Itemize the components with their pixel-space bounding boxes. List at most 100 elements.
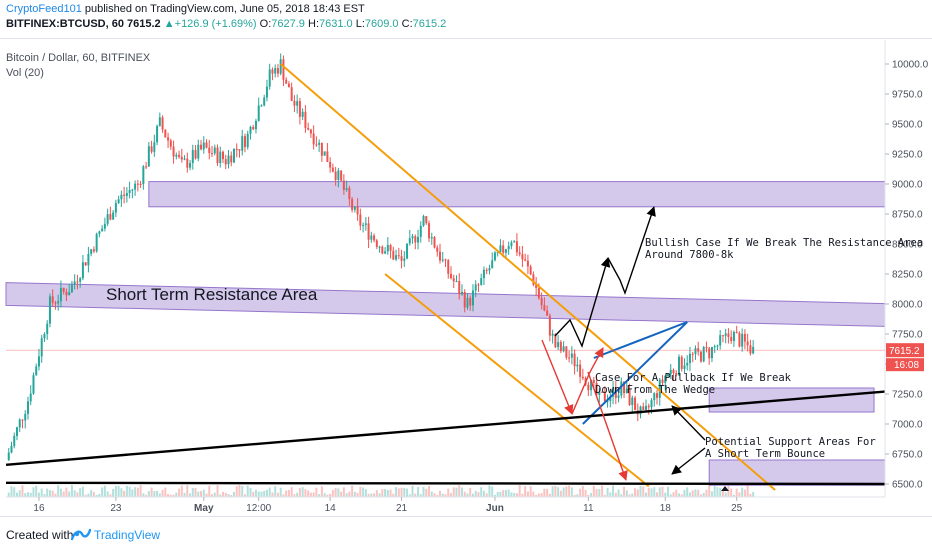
candle-body (43, 334, 46, 339)
candle-body (29, 393, 32, 402)
volume-bar (699, 494, 702, 497)
volume-bar (76, 492, 79, 497)
volume-bar (570, 487, 573, 497)
candle-body (642, 406, 645, 410)
volume-bar (551, 486, 554, 497)
author-link[interactable]: CryptoFeed101 (6, 3, 82, 15)
candle-body (559, 341, 562, 352)
candle-body (123, 194, 126, 196)
candle-body (590, 380, 593, 391)
volume-bar (197, 491, 200, 497)
candle-body (609, 396, 612, 402)
candle-body (702, 347, 705, 362)
y-tick-label-0: 10000.0 (892, 60, 929, 71)
volume-bar (202, 489, 205, 497)
volume-bar (389, 489, 392, 497)
candle-body (672, 369, 675, 374)
candle-body (312, 133, 315, 145)
candle-body (480, 278, 483, 285)
candle-body (186, 158, 189, 168)
candle-body (375, 240, 378, 247)
price-chart[interactable]: 10000.0 9750.0 9500.0 9250.0 9000.0 8750.0 850… (0, 0, 932, 516)
volume-bar (46, 488, 49, 497)
y-tick-label-8: 8000.0 (892, 300, 923, 311)
candle-body (422, 216, 425, 226)
volume-bar (428, 485, 431, 497)
candle-body (463, 292, 466, 308)
tradingview-brand-link[interactable]: TradingView (94, 528, 161, 542)
volume-bar (296, 492, 299, 497)
candle-body (598, 391, 601, 395)
volume-bar (713, 485, 716, 497)
candle-body (732, 331, 735, 341)
candle-body (699, 351, 702, 362)
candle-body (645, 405, 648, 410)
volume-bar (271, 492, 274, 497)
candle-body (222, 151, 225, 160)
candle-body (631, 397, 634, 406)
volume-bar (37, 492, 40, 497)
candle-body (417, 236, 420, 243)
pullback-arrow-1 (541, 339, 574, 415)
volume-bar (101, 487, 104, 497)
candle-body (617, 395, 620, 398)
volume-bar (730, 488, 733, 497)
candle-body (449, 273, 452, 279)
created-with-label: Created with (6, 528, 74, 542)
tradingview-logo-icon[interactable] (71, 527, 91, 541)
volume-bar (493, 494, 496, 497)
candle-body (650, 400, 653, 408)
volume-bar (224, 492, 227, 497)
volume-bar (738, 492, 741, 497)
candle-body (125, 193, 128, 196)
candle-body (202, 142, 205, 150)
volume-bar (590, 492, 593, 497)
candle-body (106, 214, 109, 224)
candle-body (364, 223, 367, 225)
volume-bar (518, 485, 521, 497)
volume-bar (584, 489, 587, 497)
volume-bar (158, 493, 161, 497)
x-tick-label-7: 11 (583, 503, 594, 514)
volume-bar (142, 493, 145, 497)
candle-body (493, 252, 496, 261)
candle-body (386, 245, 389, 252)
candle-body (373, 235, 376, 241)
candle-body (301, 111, 304, 117)
candle-body (139, 183, 142, 185)
volume-bar (598, 489, 601, 497)
volume-bar (653, 487, 656, 497)
volume-bar (15, 492, 18, 497)
volume-bar (526, 491, 529, 497)
volume-bar (356, 492, 359, 497)
candle-body (526, 260, 529, 267)
volume-bar (40, 488, 43, 497)
volume-bar (460, 487, 463, 497)
candle-body (249, 126, 252, 134)
candle-body (395, 255, 398, 260)
candle-body (419, 225, 422, 237)
volume-bar (669, 494, 672, 497)
price-change: +126.9 (+1.69%) (174, 18, 257, 30)
candle-body (243, 136, 246, 148)
volume-bar (235, 486, 238, 497)
candle-body (677, 356, 680, 376)
candle-body (595, 382, 598, 395)
volume-bar (334, 488, 337, 497)
close-value: 7615.2 (412, 18, 447, 30)
annotation-6: A Short Term Bounce (705, 448, 825, 460)
annotation-5: Potential Support Areas For (705, 436, 876, 448)
candle-body (353, 206, 356, 210)
candle-body (592, 380, 595, 383)
volume-bar (263, 490, 266, 497)
volume-bar (345, 493, 348, 497)
candle-body (691, 353, 694, 355)
volume-bar (702, 492, 705, 497)
candle-body (189, 163, 192, 168)
volume-bar (92, 492, 95, 497)
candle-body (329, 161, 332, 168)
volume-bar (496, 492, 499, 497)
volume-bar (164, 487, 167, 497)
volume-bar (521, 493, 524, 497)
volume-bar (439, 490, 442, 497)
